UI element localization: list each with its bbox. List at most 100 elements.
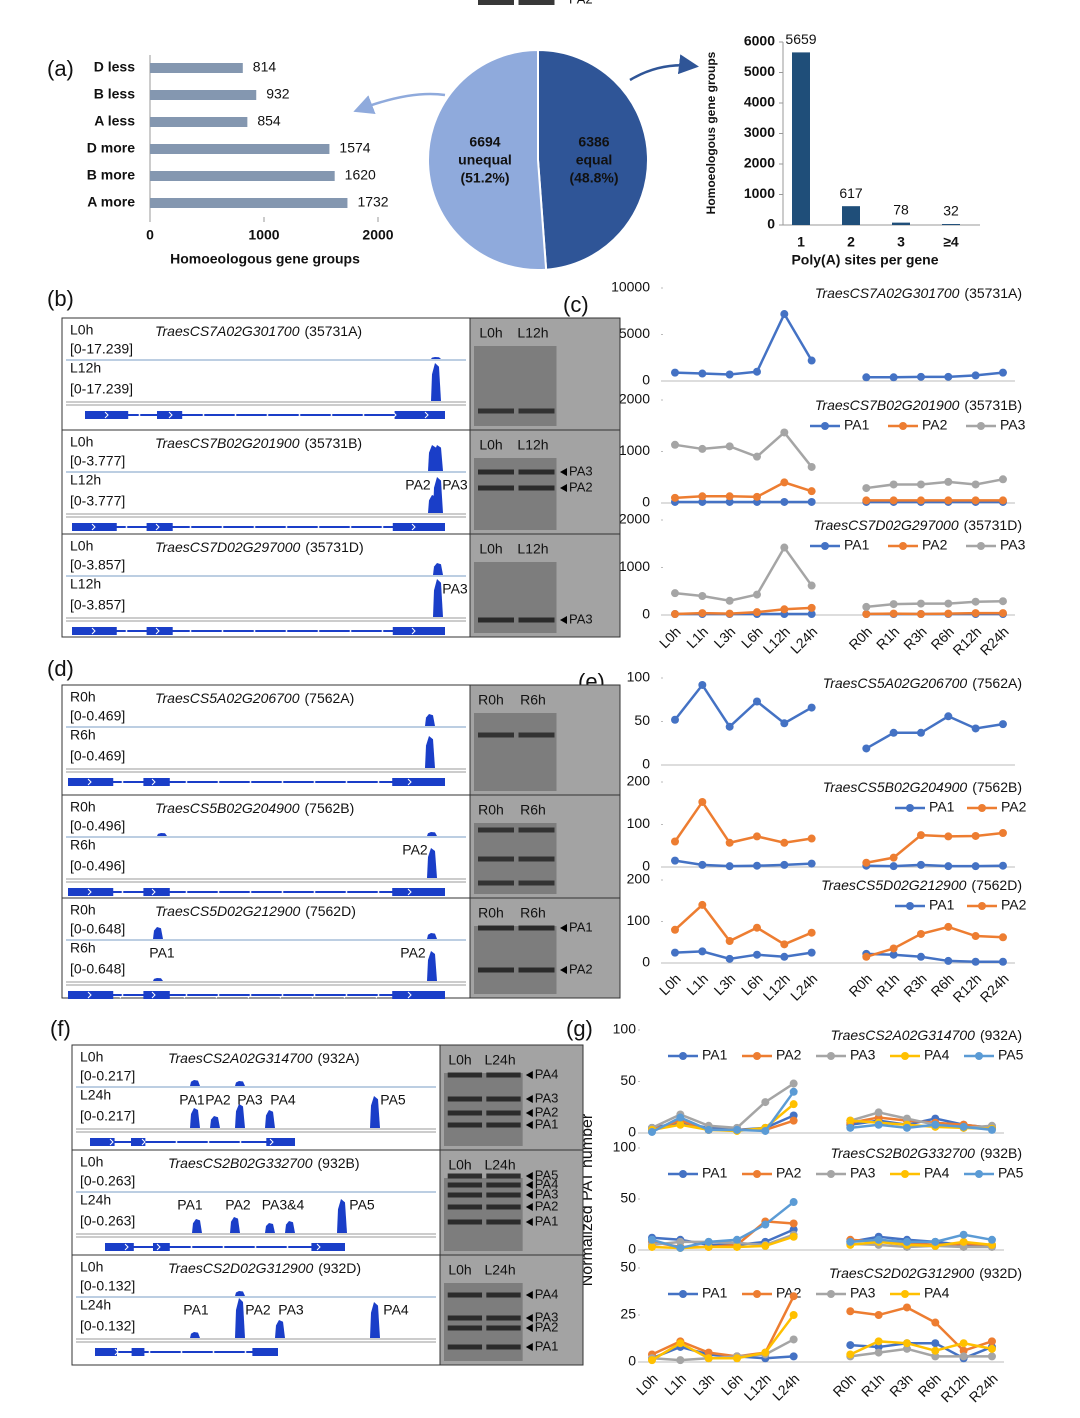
gel-band — [486, 1292, 521, 1298]
gel-band — [486, 1192, 521, 1198]
coverage-peak — [285, 1221, 295, 1233]
gene-model-exon — [394, 411, 445, 419]
data-point — [780, 838, 789, 847]
gel-band — [447, 1219, 483, 1225]
track-range: [0-0.496] — [70, 858, 125, 874]
gene-group: (7562B) — [972, 779, 1022, 795]
gene-model-exon — [392, 991, 445, 999]
data-point — [807, 356, 816, 365]
strand-arrow — [151, 778, 156, 786]
slice-value: 6694 — [469, 134, 500, 150]
data-point — [676, 1113, 685, 1122]
site-label: PA2 — [245, 1302, 271, 1318]
data-point — [780, 719, 789, 728]
data-point — [752, 697, 761, 706]
data-point — [902, 1123, 911, 1132]
band-label: PA5 — [535, 1167, 559, 1182]
gel-band — [447, 1204, 483, 1210]
gel-band — [518, 469, 555, 475]
site-label: PA3 — [278, 1302, 304, 1318]
strand-arrow — [315, 627, 320, 635]
band-arrow — [525, 1172, 533, 1180]
data-point — [944, 496, 953, 505]
coverage-peak — [190, 1108, 200, 1128]
data-point — [916, 728, 925, 737]
gel-band — [478, 925, 514, 931]
band-arrow — [525, 1314, 533, 1322]
band-label: PA2 — [569, 479, 593, 494]
data-point — [761, 1241, 770, 1250]
data-point — [698, 680, 707, 689]
y-tick-label: 1000 — [744, 185, 775, 201]
coverage-peak — [157, 833, 167, 836]
band-label: PA2 — [535, 1319, 559, 1334]
data-point — [862, 484, 871, 493]
data-point — [648, 1242, 656, 1251]
legend-marker — [821, 422, 829, 430]
gene-name: TraesCS2B02G332700 — [168, 1155, 313, 1171]
gel-band — [447, 1182, 483, 1188]
strand-arrow — [173, 1138, 178, 1146]
y-tick-label: 5000 — [619, 325, 650, 341]
y-tick-label: 25 — [620, 1306, 636, 1322]
band-label: PA1 — [569, 919, 593, 934]
gel-band — [486, 1096, 521, 1102]
track-range: [0-0.263] — [80, 1213, 135, 1229]
data-point — [889, 862, 898, 871]
gene-name: TraesCS2D02G312900 — [829, 1265, 974, 1281]
value-label: 5659 — [785, 31, 816, 47]
y-tick-label: 2000 — [744, 155, 775, 171]
gel-band — [447, 1072, 483, 1078]
data-point — [780, 497, 789, 506]
coverage-peak — [370, 1096, 380, 1128]
legend-label: PA5 — [998, 1047, 1024, 1063]
band-arrow — [525, 1071, 533, 1079]
data-point — [971, 480, 980, 489]
strand-arrow — [178, 1348, 183, 1356]
data-point — [789, 1232, 798, 1241]
gel-band — [518, 732, 555, 738]
gel-band — [518, 925, 555, 931]
gel-band — [518, 0, 555, 5]
data-point — [704, 1354, 713, 1363]
track-range: [0-0.469] — [70, 748, 125, 764]
y-tick-label: 0 — [767, 216, 775, 232]
site-label: PA2 — [405, 477, 431, 493]
track-range: [0-0.648] — [70, 921, 125, 937]
data-point — [698, 369, 707, 378]
band-label: PA1 — [535, 1116, 559, 1131]
arrow — [629, 54, 699, 82]
y-tick-label: 0 — [642, 858, 650, 874]
data-point — [671, 493, 679, 502]
track-name: L24h — [80, 1192, 111, 1208]
series-line — [674, 950, 1003, 964]
gel-band — [447, 1192, 483, 1198]
y-tick-label: 0 — [642, 756, 650, 772]
strand-arrow — [183, 888, 188, 896]
gene-name: TraesCS2B02G332700 — [830, 1145, 975, 1161]
gene-model-exon — [131, 1138, 146, 1146]
category-label: B less — [94, 86, 135, 102]
data-point — [987, 1352, 996, 1361]
gene-name: TraesCS5D02G212900 — [821, 877, 966, 893]
strand-arrow — [252, 1243, 257, 1251]
data-point — [987, 1125, 996, 1134]
data-point — [931, 1346, 940, 1355]
data-point — [987, 1337, 996, 1346]
data-point — [998, 609, 1007, 618]
band-label: PA2 — [535, 1104, 559, 1119]
track-range: [0-0.217] — [80, 1108, 135, 1124]
strand-arrow — [279, 888, 284, 896]
gene-group: (932A) — [980, 1027, 1022, 1043]
strand-arrow — [411, 627, 416, 635]
gel-lanes — [444, 1178, 523, 1251]
site-label: PA1 — [149, 945, 175, 961]
site-label: PA2 — [402, 842, 428, 858]
strand-arrow — [109, 1138, 114, 1146]
data-point — [944, 372, 953, 381]
strand-arrow — [219, 627, 224, 635]
coverage-peak — [431, 363, 441, 401]
strand-arrow — [379, 627, 384, 635]
strand-arrow — [375, 991, 380, 999]
track-range: [0-0.648] — [70, 961, 125, 977]
